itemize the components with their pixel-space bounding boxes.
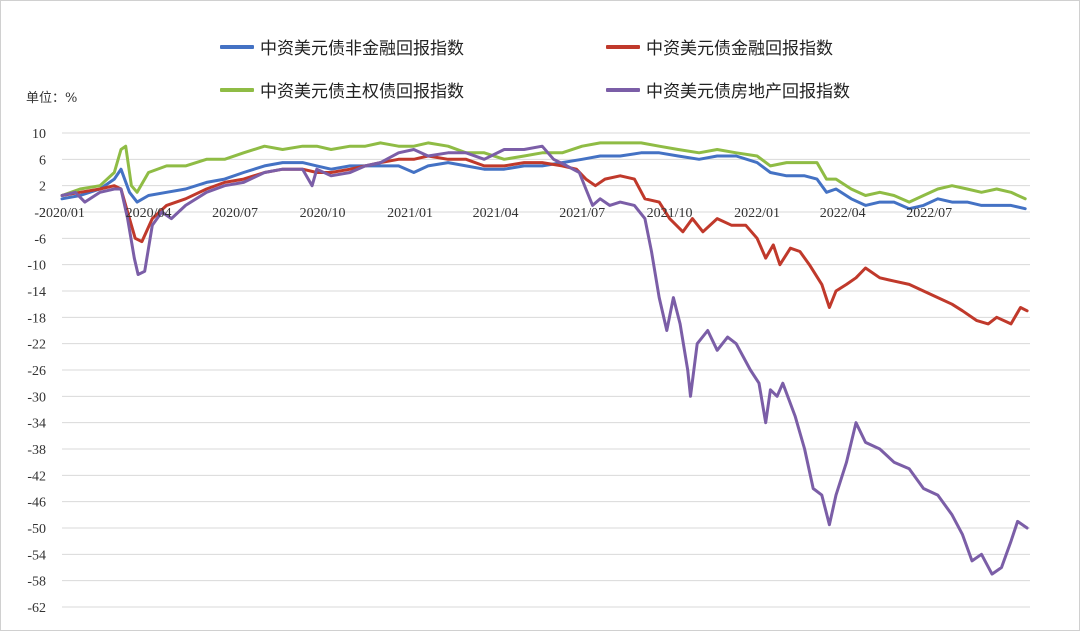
x-tick-label: 2022/01: [734, 206, 780, 221]
y-tick-label: -46: [27, 496, 46, 511]
series-line-2: [60, 141, 1027, 204]
x-tick-label: 2020/01: [39, 206, 85, 221]
y-tick-label: -6: [34, 232, 46, 247]
y-tick-label: -50: [27, 522, 46, 537]
x-tick-label: 2021/10: [647, 206, 693, 221]
legend-swatch-realestate: [606, 87, 640, 92]
legend-item-realestate: 中资美元债房地产回报指数: [606, 77, 850, 102]
x-tick-label: 2020/07: [212, 206, 258, 221]
y-tick-label: 6: [39, 153, 46, 168]
legend-label-sovereign: 中资美元债主权债回报指数: [260, 82, 464, 102]
x-tick-label: 2020/04: [126, 206, 172, 221]
x-axis-ticks: 2020/01 2020/04 2020/07 2020/10 2021/01 2021/…: [39, 206, 952, 221]
legend-item-financial: 中资美元债金融回报指数: [606, 34, 833, 59]
legend-item-nonfinancial: 中资美元债非金融回报指数: [220, 34, 464, 59]
y-tick-label: -54: [27, 548, 46, 563]
x-tick-label: 2022/04: [820, 206, 866, 221]
y-tick-label: -38: [27, 443, 46, 458]
x-tick-label: 2021/01: [387, 206, 433, 221]
x-tick-label: 2020/10: [300, 206, 346, 221]
legend-swatch-sovereign: [220, 87, 254, 92]
unit-label: 单位：%: [26, 91, 78, 106]
x-tick-label: 2021/07: [559, 206, 605, 221]
legend-label-realestate: 中资美元债房地产回报指数: [646, 82, 850, 102]
y-tick-label: -58: [27, 575, 46, 590]
x-tick-label: 2021/04: [473, 206, 519, 221]
y-tick-label: -62: [27, 601, 46, 616]
series-lines: [60, 141, 1029, 576]
y-tick-label: -18: [27, 311, 46, 326]
y-tick-label: -10: [27, 259, 46, 274]
y-tick-label: -14: [27, 285, 46, 300]
y-tick-label: 2: [39, 180, 46, 195]
grid-lines: [62, 132, 1030, 608]
legend-label-financial: 中资美元债金融回报指数: [646, 39, 833, 59]
series-line-0: [60, 151, 1027, 211]
y-tick-label: -22: [27, 338, 46, 353]
y-axis-ticks: 10 6 2 -2 -6 -10 -14 -18 -22 -26 -30 -34 -38 -42 -46 -5…: [27, 127, 46, 616]
series-line-3: [60, 144, 1029, 576]
y-tick-label: 10: [32, 127, 46, 142]
y-tick-label: -2: [34, 206, 46, 221]
legend-item-sovereign: 中资美元债主权债回报指数: [220, 77, 464, 102]
y-tick-label: -34: [27, 417, 46, 432]
legend-swatch-financial: [606, 44, 640, 49]
legend-swatch-nonfinancial: [220, 44, 254, 49]
legend-label-nonfinancial: 中资美元债非金融回报指数: [260, 39, 464, 59]
series-line-1: [60, 154, 1029, 326]
y-tick-label: -26: [27, 364, 46, 379]
y-tick-label: -30: [27, 390, 46, 405]
x-tick-label: 2022/07: [906, 206, 952, 221]
y-tick-label: -42: [27, 469, 46, 484]
